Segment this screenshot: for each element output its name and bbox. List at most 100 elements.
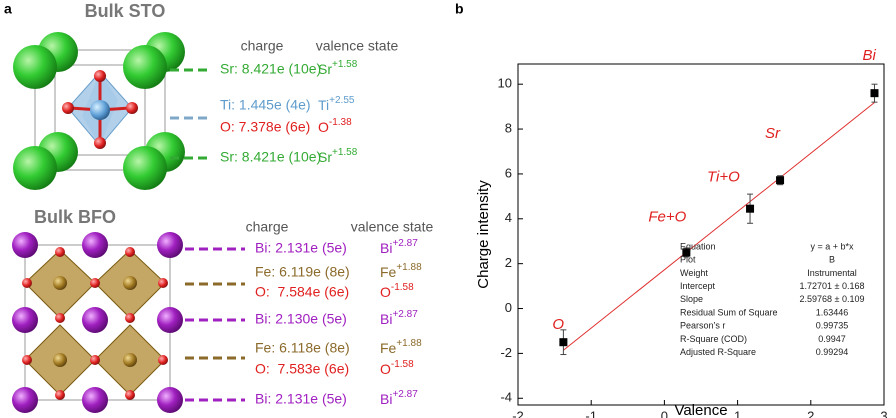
table-value: y = a + b*x	[810, 241, 854, 251]
point	[746, 204, 755, 213]
valence-label: Fe+1.88	[380, 338, 422, 356]
valence: -1.38	[329, 117, 352, 128]
valence-label: Bi+2.87	[380, 238, 418, 256]
table-key: Adjusted R-Square	[680, 347, 756, 357]
valence: -1.58	[391, 282, 414, 293]
charge-label: Ti: 1.445e (4e)	[220, 97, 311, 113]
element: Fe	[380, 264, 397, 280]
column-header: charge	[246, 219, 289, 235]
x-axis-title: Valence	[674, 402, 727, 418]
element: Sr	[318, 149, 332, 165]
valence-label: Bi+2.87	[380, 389, 418, 407]
y-tick-label: 2	[505, 255, 512, 270]
table-key: Weight	[680, 268, 708, 278]
y-tick-label: 4	[505, 210, 512, 225]
column-header: valence state	[351, 219, 434, 235]
element: Bi	[380, 391, 392, 407]
point-label: O	[552, 316, 564, 333]
valence: +2.55	[329, 95, 355, 106]
point-label: Bi	[862, 47, 876, 64]
bfo-structure	[12, 232, 183, 413]
table-key: Slope	[680, 294, 703, 304]
table-key: Plot	[680, 255, 696, 265]
x-tick-label: 0	[661, 408, 668, 418]
x-tick-label: 3	[880, 408, 887, 418]
element: Fe	[380, 340, 397, 356]
charge-label: O: 7.583e (6e)	[255, 361, 349, 377]
table-value: 1.72701 ± 0.168	[800, 281, 865, 291]
table-key: Pearson’s r	[680, 321, 725, 331]
x-tick-label: -1	[585, 408, 597, 418]
valence: +2.87	[392, 309, 418, 320]
valence: +1.58	[332, 147, 358, 158]
table-value: 0.9947	[818, 334, 846, 344]
valence-label: O-1.58	[380, 282, 414, 300]
valence-label: Bi+2.87	[380, 309, 418, 327]
valence-label: Ti+2.55	[318, 95, 355, 113]
x-tick-label: 2	[807, 408, 814, 418]
valence-label: Fe+1.88	[380, 262, 422, 280]
y-tick-label: 8	[505, 120, 512, 135]
charge-label: Sr: 8.421e (10e)	[220, 149, 321, 165]
y-tick-label: -4	[500, 390, 512, 405]
column-header: valence state	[316, 38, 399, 54]
table-value: 2.59768 ± 0.109	[800, 294, 865, 304]
y-tick-label: -2	[500, 345, 512, 360]
element: Bi	[380, 240, 392, 256]
charge-label: Fe: 6.119e (8e)	[255, 264, 350, 280]
point-label: Ti+O	[707, 169, 740, 186]
element: Ti	[318, 97, 329, 113]
table-key: Equation	[680, 241, 716, 251]
panel-label: a	[4, 1, 12, 17]
valence-label: Sr+1.58	[318, 59, 358, 77]
valence: +2.87	[392, 238, 418, 249]
table-value: Instrumental	[807, 268, 857, 278]
charge-label: Bi: 2.130e (5e)	[255, 311, 347, 327]
point-label: Fe+O	[648, 208, 686, 225]
element: Bi	[380, 311, 392, 327]
y-tick-label: 0	[505, 300, 512, 315]
x-tick-label: 1	[734, 408, 741, 418]
charge-label: Bi: 2.131e (5e)	[255, 240, 347, 256]
element: O	[380, 284, 391, 300]
table-value: B	[829, 255, 835, 265]
y-axis-title: Charge intensity	[475, 180, 492, 289]
charge-label: Bi: 2.131e (5e)	[255, 391, 347, 407]
leader-dashes	[170, 68, 245, 402]
charge-label: O: 7.584e (6e)	[255, 284, 349, 300]
valence: +2.87	[392, 389, 418, 400]
point-label: Sr	[765, 125, 781, 142]
sto-structure	[13, 32, 185, 190]
valence: +1.88	[396, 338, 422, 349]
valence: +1.88	[396, 262, 422, 273]
table-key: Intercept	[680, 281, 716, 291]
valence-label: O-1.58	[380, 359, 414, 377]
charge-label: Sr: 8.421e (10e)	[220, 61, 321, 77]
column-header: charge	[241, 38, 284, 54]
valence-label: Sr+1.58	[318, 147, 358, 165]
table-value: 0.99735	[816, 321, 849, 331]
point	[682, 248, 691, 257]
element: Sr	[318, 61, 332, 77]
valence: +1.58	[332, 59, 358, 70]
plot-frame	[517, 63, 885, 406]
valence-label: O-1.38	[318, 117, 352, 135]
table-key: R-Square (COD)	[680, 334, 747, 344]
point	[870, 89, 879, 98]
valence: -1.58	[391, 359, 414, 370]
y-tick-label: 10	[498, 76, 512, 91]
point	[559, 338, 568, 347]
charge-label: Fe: 6.118e (8e)	[255, 340, 350, 356]
structure-title: Bulk BFO	[34, 207, 116, 227]
panel-label: b	[455, 1, 464, 17]
point	[776, 176, 785, 185]
structure-title: Bulk STO	[85, 1, 166, 21]
x-tick-label: -2	[512, 408, 524, 418]
element: O	[318, 119, 329, 135]
table-value: 0.99294	[816, 347, 849, 357]
y-tick-label: 6	[505, 165, 512, 180]
table-value: 1.63446	[816, 307, 849, 317]
table-key: Residual Sum of Square	[680, 307, 778, 317]
charge-label: O: 7.378e (6e)	[220, 119, 310, 135]
